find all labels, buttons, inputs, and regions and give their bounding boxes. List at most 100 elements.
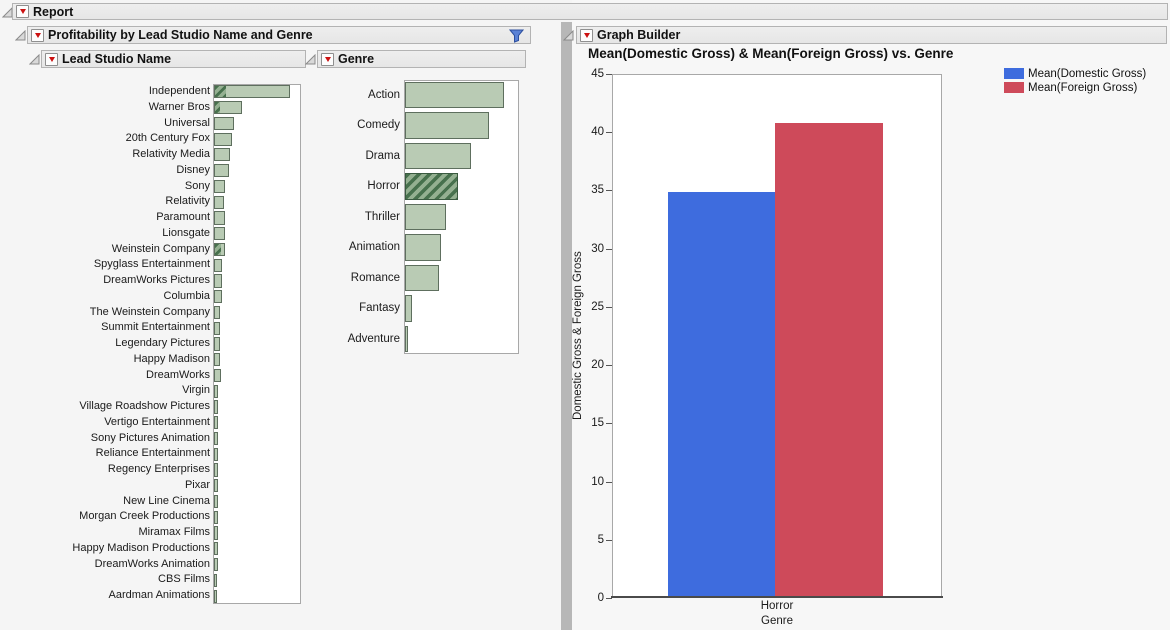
filter-bar[interactable] xyxy=(214,510,218,524)
category-label[interactable]: 20th Century Fox xyxy=(125,132,210,145)
category-label[interactable]: Happy Madison xyxy=(133,352,210,365)
filter-bar[interactable] xyxy=(214,132,232,146)
category-label[interactable]: Village Roadshow Pictures xyxy=(79,400,210,413)
filter-bar[interactable] xyxy=(214,400,218,414)
category-label[interactable]: Romance xyxy=(350,271,400,284)
category-label[interactable]: Sony xyxy=(184,179,210,192)
filter-bar[interactable] xyxy=(214,85,290,99)
filter-bar[interactable] xyxy=(214,573,217,587)
category-label[interactable]: DreamWorks xyxy=(146,368,210,381)
filter-bar[interactable] xyxy=(214,242,225,257)
filter-bar[interactable] xyxy=(405,264,439,292)
category-label[interactable]: Aardman Animations xyxy=(108,589,211,602)
filter-bar[interactable] xyxy=(214,227,225,241)
category-label[interactable]: Weinstein Company xyxy=(111,242,210,255)
filter-bar[interactable] xyxy=(214,211,225,225)
category-label[interactable]: Independent xyxy=(148,85,210,97)
category-label[interactable]: Disney xyxy=(176,163,210,176)
category-label[interactable]: Virgin xyxy=(182,384,210,397)
category-label[interactable]: Lionsgate xyxy=(162,226,210,239)
disclosure-triangle-icon[interactable] xyxy=(563,30,574,41)
category-label[interactable]: Miramax Films xyxy=(138,526,211,539)
grouped-bar-foreign[interactable] xyxy=(775,122,883,598)
filter-bar[interactable] xyxy=(214,558,218,572)
filter-bar[interactable] xyxy=(214,195,224,209)
category-label[interactable]: Comedy xyxy=(357,119,400,132)
grouped-bar-domestic[interactable] xyxy=(668,191,775,598)
filter-bar[interactable] xyxy=(405,325,408,353)
filter-bar[interactable] xyxy=(214,542,218,556)
disclosure-triangle-icon[interactable] xyxy=(29,54,40,65)
category-label[interactable]: Relativity Media xyxy=(132,148,210,161)
filter-bar[interactable] xyxy=(214,416,218,430)
filter-bar[interactable] xyxy=(214,526,218,540)
category-label[interactable]: Sony Pictures Animation xyxy=(90,431,210,444)
filter-bar[interactable] xyxy=(214,384,218,398)
category-label[interactable]: Regency Enterprises xyxy=(107,463,210,476)
filter-bar[interactable] xyxy=(214,479,218,493)
category-label[interactable]: Summit Entertainment xyxy=(101,321,210,334)
category-label[interactable]: Columbia xyxy=(163,289,210,302)
studio-menu-button[interactable] xyxy=(45,52,58,66)
filter-bar[interactable] xyxy=(214,321,220,335)
category-label[interactable]: Animation xyxy=(348,241,400,254)
category-label[interactable]: Legendary Pictures xyxy=(115,337,210,350)
category-label[interactable]: Vertigo Entertainment xyxy=(104,415,210,428)
category-label[interactable]: Spyglass Entertainment xyxy=(93,258,210,271)
category-label[interactable]: Adventure xyxy=(347,332,400,345)
filter-panel-menu-button[interactable] xyxy=(31,28,44,42)
filter-bar[interactable] xyxy=(214,164,229,178)
category-label[interactable]: Drama xyxy=(365,149,400,162)
filter-bar[interactable] xyxy=(214,274,222,288)
report-menu-button[interactable] xyxy=(16,5,29,18)
category-label[interactable]: Horror xyxy=(367,180,400,193)
category-label[interactable]: Reliance Entertainment xyxy=(95,447,210,460)
filter-bar[interactable] xyxy=(214,116,234,130)
category-label[interactable]: DreamWorks Animation xyxy=(94,557,210,570)
category-label[interactable]: CBS Films xyxy=(158,573,210,586)
filter-bar[interactable] xyxy=(405,234,441,261)
filter-bar[interactable] xyxy=(214,494,218,509)
filter-bar[interactable] xyxy=(405,81,504,109)
filter-bar[interactable] xyxy=(214,258,222,272)
category-label[interactable]: The Weinstein Company xyxy=(89,305,210,318)
category-label[interactable]: Morgan Creek Productions xyxy=(79,510,210,523)
filter-bar[interactable] xyxy=(214,290,222,304)
category-label[interactable]: New Line Cinema xyxy=(123,494,210,507)
filter-bar[interactable] xyxy=(214,148,230,162)
graph-builder-title: Graph Builder xyxy=(597,28,681,42)
genre-menu-button[interactable] xyxy=(321,52,334,66)
category-label[interactable]: Universal xyxy=(164,116,210,129)
filter-bar[interactable] xyxy=(214,368,221,383)
category-label[interactable]: Warner Bros xyxy=(148,100,210,113)
category-label[interactable]: Paramount xyxy=(156,211,210,224)
category-label[interactable]: DreamWorks Pictures xyxy=(103,274,210,287)
filter-bar[interactable] xyxy=(405,203,446,231)
category-label[interactable]: Relativity xyxy=(165,195,210,208)
category-label[interactable]: Pixar xyxy=(184,478,210,491)
filter-bar[interactable] xyxy=(214,589,217,603)
filter-bar[interactable] xyxy=(405,173,458,200)
filter-bar[interactable] xyxy=(214,463,218,477)
graph-builder-menu-button[interactable] xyxy=(580,28,593,42)
filter-bar[interactable] xyxy=(214,447,218,461)
panel-divider[interactable] xyxy=(561,22,572,630)
filter-bar[interactable] xyxy=(405,142,471,170)
filter-bar[interactable] xyxy=(214,101,242,115)
filter-bar[interactable] xyxy=(214,431,218,446)
legend-item[interactable]: Mean(Domestic Gross) xyxy=(1004,67,1146,80)
disclosure-triangle-icon[interactable] xyxy=(305,54,316,65)
legend-item[interactable]: Mean(Foreign Gross) xyxy=(1004,81,1137,94)
category-label[interactable]: Thriller xyxy=(364,210,400,223)
filter-bar[interactable] xyxy=(405,295,412,322)
disclosure-triangle-icon[interactable] xyxy=(15,30,26,41)
filter-bar[interactable] xyxy=(405,112,489,139)
filter-bar[interactable] xyxy=(214,305,220,320)
category-label[interactable]: Action xyxy=(368,89,400,101)
filter-bar[interactable] xyxy=(214,337,220,351)
filter-bar[interactable] xyxy=(214,179,225,193)
category-label[interactable]: Fantasy xyxy=(359,302,400,315)
category-label[interactable]: Happy Madison Productions xyxy=(72,541,210,554)
funnel-filter-icon[interactable] xyxy=(509,29,524,43)
filter-bar[interactable] xyxy=(214,353,220,367)
